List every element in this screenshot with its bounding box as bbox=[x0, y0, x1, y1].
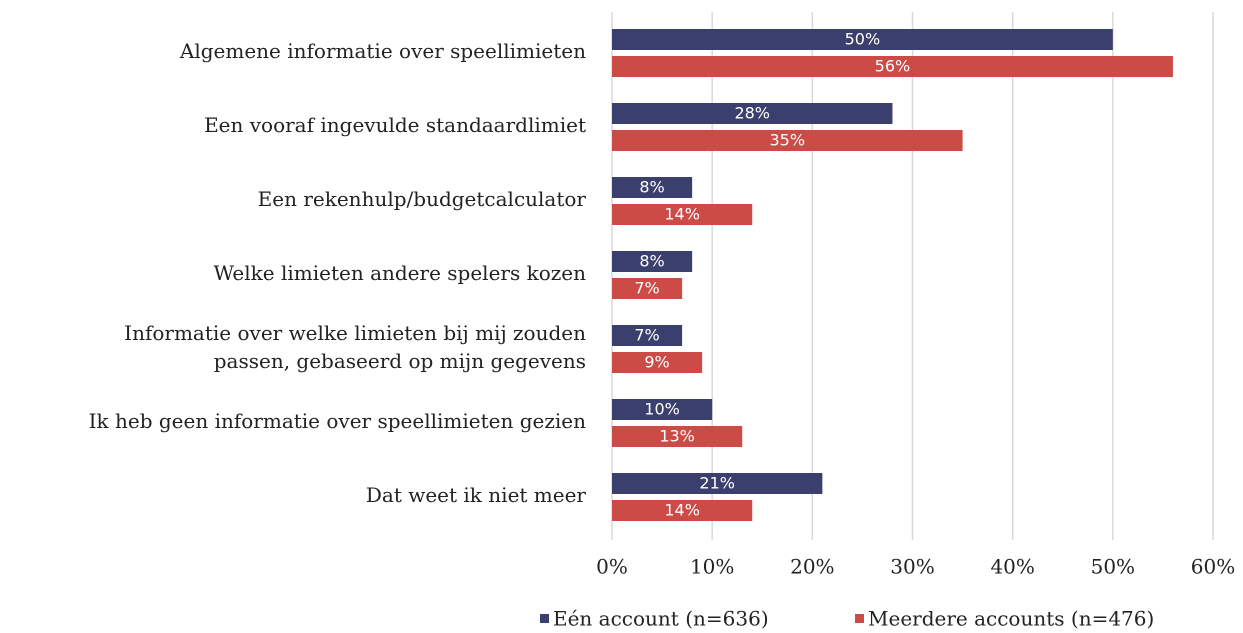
bar bbox=[612, 29, 1113, 50]
bar bbox=[612, 251, 693, 272]
bar bbox=[612, 56, 1173, 77]
legend-swatch bbox=[855, 614, 864, 623]
x-tick-label: 40% bbox=[990, 555, 1034, 579]
value-label: 8% bbox=[639, 252, 664, 271]
bar bbox=[612, 352, 703, 373]
category-label: Dat weet ik niet meer bbox=[366, 483, 587, 507]
category-label: Algemene informatie over speellimieten bbox=[179, 39, 586, 63]
bar bbox=[612, 177, 693, 198]
bar bbox=[612, 500, 753, 521]
legend-label: Eén account (n=636) bbox=[553, 607, 769, 631]
value-label: 14% bbox=[664, 501, 700, 520]
value-label: 8% bbox=[639, 178, 664, 197]
category-label: Ik heb geen informatie over speellimiete… bbox=[89, 409, 587, 433]
bar bbox=[612, 426, 743, 447]
bar bbox=[612, 325, 683, 346]
bar bbox=[612, 204, 753, 225]
value-label: 9% bbox=[644, 353, 669, 372]
value-label: 7% bbox=[634, 279, 659, 298]
bar bbox=[612, 473, 823, 494]
value-label: 28% bbox=[734, 104, 770, 123]
value-label: 10% bbox=[644, 400, 680, 419]
category-label: Een rekenhulp/budgetcalculator bbox=[258, 187, 587, 211]
category-label: Informatie over welke limieten bij mij z… bbox=[124, 321, 586, 373]
legend-label: Meerdere accounts (n=476) bbox=[868, 607, 1154, 631]
bar bbox=[612, 130, 963, 151]
value-label: 13% bbox=[659, 427, 695, 446]
x-tick-label: 60% bbox=[1191, 555, 1235, 579]
x-tick-label: 50% bbox=[1091, 555, 1135, 579]
legend-swatch bbox=[540, 614, 549, 623]
bar bbox=[612, 399, 713, 420]
value-label: 14% bbox=[664, 205, 700, 224]
value-label: 7% bbox=[634, 326, 659, 345]
x-tick-label: 20% bbox=[790, 555, 834, 579]
x-tick-label: 10% bbox=[690, 555, 734, 579]
category-label: Welke limieten andere spelers kozen bbox=[214, 261, 587, 285]
value-label: 56% bbox=[875, 57, 911, 76]
bar bbox=[612, 278, 683, 299]
x-tick-label: 0% bbox=[596, 555, 628, 579]
category-label: Een vooraf ingevulde standaardlimiet bbox=[204, 113, 586, 137]
value-label: 35% bbox=[770, 131, 806, 150]
bar bbox=[612, 103, 893, 124]
value-label: 21% bbox=[699, 474, 735, 493]
x-tick-label: 30% bbox=[890, 555, 934, 579]
value-label: 50% bbox=[845, 30, 881, 49]
